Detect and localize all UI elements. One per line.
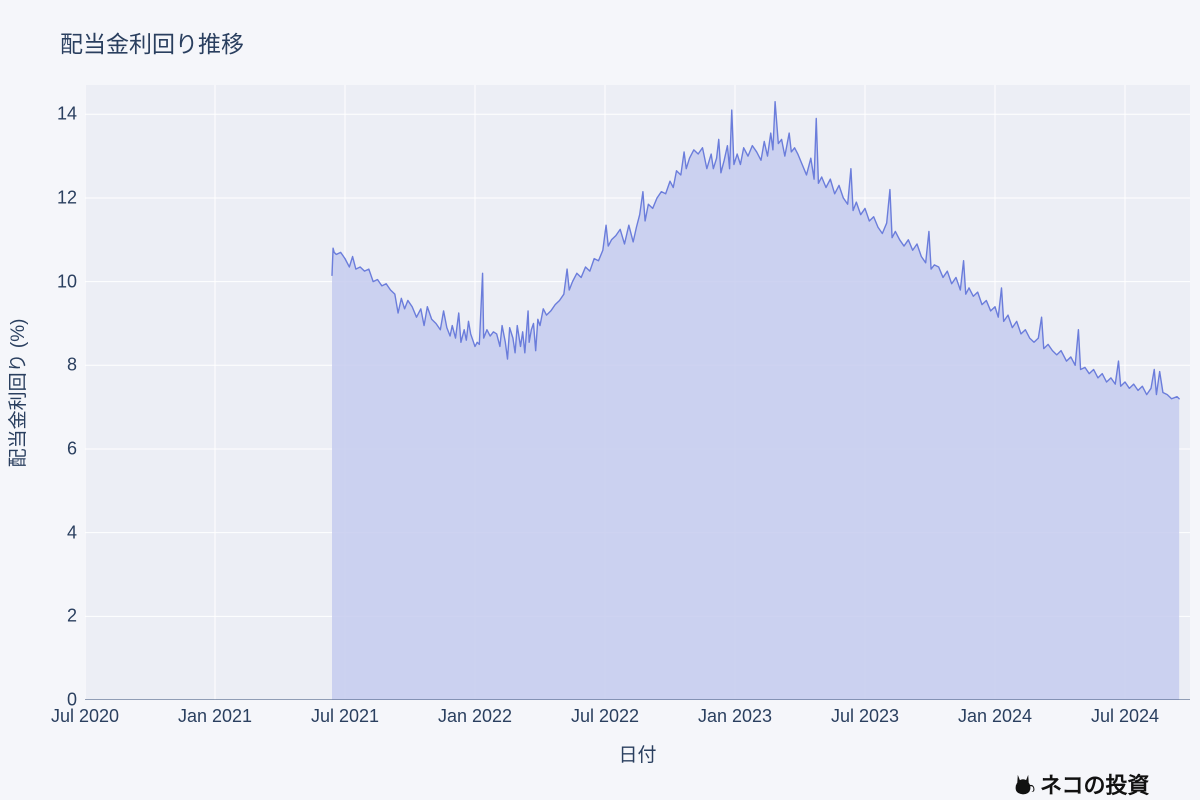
x-axis-label: 日付 (85, 740, 1190, 767)
x-tick: Jan 2024 (958, 706, 1032, 727)
x-tick: Jan 2023 (698, 706, 772, 727)
plot-area (85, 85, 1190, 700)
y-tick: 4 (67, 522, 77, 543)
x-tick: Jul 2020 (51, 706, 119, 727)
cat-icon (1010, 771, 1036, 797)
y-tick: 12 (57, 187, 77, 208)
y-tick: 14 (57, 104, 77, 125)
watermark: ネコの投資 (1010, 768, 1150, 800)
y-tick: 8 (67, 355, 77, 376)
x-tick: Jan 2021 (178, 706, 252, 727)
y-tick: 2 (67, 606, 77, 627)
x-tick: Jul 2023 (831, 706, 899, 727)
y-tick: 10 (57, 271, 77, 292)
y-axis-label: 配当金利回り (%) (3, 318, 30, 467)
watermark-text: ネコの投資 (1040, 768, 1150, 800)
y-tick: 6 (67, 438, 77, 459)
x-tick: Jul 2022 (571, 706, 639, 727)
x-tick: Jan 2022 (438, 706, 512, 727)
chart-title: 配当金利回り推移 (60, 25, 244, 59)
x-tick: Jul 2024 (1091, 706, 1159, 727)
x-tick: Jul 2021 (311, 706, 379, 727)
